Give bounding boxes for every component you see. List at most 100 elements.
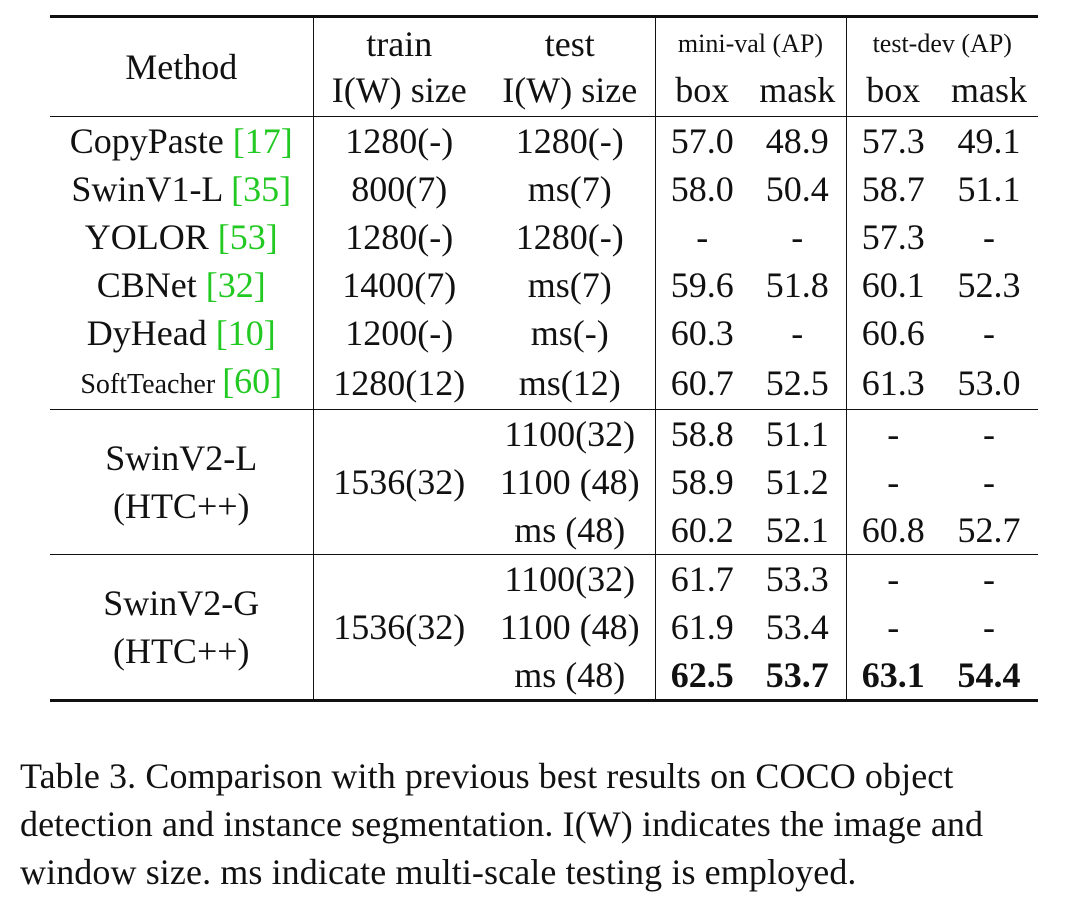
caption-line-2: detection and instance segmentation. I(W… bbox=[20, 804, 984, 844]
test-size: 1100 (48) bbox=[499, 607, 640, 647]
minival-box: 58.9 bbox=[654, 458, 749, 506]
citation-link[interactable]: [53] bbox=[217, 217, 278, 257]
method-name: YOLOR [53] bbox=[50, 213, 314, 261]
minival-mask: 53.3 bbox=[749, 554, 846, 603]
testdev-box: - bbox=[845, 554, 940, 603]
test-size: ms (48) bbox=[514, 655, 626, 695]
method-name: CBNet [32] bbox=[50, 261, 314, 309]
test-size: 1100(32) bbox=[485, 554, 655, 603]
minival-mask: 52.5 bbox=[765, 363, 829, 403]
group-method-name: SwinV2-G (HTC++) bbox=[50, 554, 314, 701]
testdev-box: - bbox=[845, 603, 940, 651]
minival-mask: 51.1 bbox=[749, 409, 846, 458]
testdev-box: 58.7 bbox=[845, 165, 940, 213]
test-size: ms(-) bbox=[530, 313, 609, 353]
minival-mask: 51.2 bbox=[765, 462, 829, 502]
method-name: DyHead [10] bbox=[50, 309, 314, 357]
minival-box: 58.8 bbox=[654, 409, 749, 458]
minival-mask: 52.1 bbox=[765, 510, 829, 550]
table-row: ms (48) 62.5 53.7 63.1 54.4 bbox=[50, 651, 1038, 701]
testdev-mask: - bbox=[940, 409, 1039, 458]
testdev-box: - bbox=[845, 458, 940, 506]
test-size: ms (48) bbox=[514, 510, 626, 550]
testdev-mask: 52.7 bbox=[957, 510, 1021, 550]
method-name: SwinV1-L [35] bbox=[50, 165, 314, 213]
caption-line-3: window size. ms indicate multi-scale tes… bbox=[20, 852, 857, 892]
table-row: 1100 (48) 58.9 51.2 - - bbox=[50, 458, 1038, 506]
test-size: ms(12) bbox=[518, 363, 621, 403]
table-row: YOLOR [53] 1280(-) 1280(-) - - 57.3 - bbox=[50, 213, 1038, 261]
header-train-bottom: I(W) size bbox=[331, 70, 467, 110]
testdev-mask-best: 54.4 bbox=[957, 655, 1021, 695]
results-table-container: Method train test mini-val (AP) test-dev… bbox=[50, 15, 1039, 702]
table-row: CBNet [32] 1400(7) ms(7) 59.6 51.8 60.1 … bbox=[50, 261, 1038, 309]
minival-mask-best: 53.7 bbox=[765, 655, 829, 695]
citation-link[interactable]: [60] bbox=[222, 361, 283, 401]
testdev-mask: 52.3 bbox=[957, 265, 1021, 305]
train-size: 1400(7) bbox=[342, 265, 457, 305]
header-minival: mini-val (AP) bbox=[654, 16, 846, 70]
testdev-box: - bbox=[845, 409, 940, 458]
method-name: SoftTeacher [60] bbox=[50, 357, 314, 410]
header-testdev: test-dev (AP) bbox=[845, 16, 1039, 70]
minival-box: 61.9 bbox=[654, 603, 749, 651]
minival-box-best: 62.5 bbox=[654, 651, 749, 701]
header-method: Method bbox=[50, 16, 314, 117]
test-size: ms(7) bbox=[527, 169, 612, 209]
minival-mask: 50.4 bbox=[765, 169, 829, 209]
group-name-line2: (HTC++) bbox=[112, 486, 250, 526]
header-minival-mask: mask bbox=[759, 70, 836, 110]
header-test-bottom: I(W) size bbox=[502, 70, 638, 110]
results-table: Method train test mini-val (AP) test-dev… bbox=[50, 15, 1039, 702]
minival-mask: - bbox=[791, 313, 804, 353]
train-size: 800(7) bbox=[351, 169, 448, 209]
minival-box: 61.7 bbox=[654, 554, 749, 603]
testdev-mask: - bbox=[940, 554, 1039, 603]
minival-mask: - bbox=[791, 217, 804, 257]
header-test-top: test bbox=[544, 24, 595, 64]
testdev-box-best: 63.1 bbox=[845, 651, 940, 701]
header-train-top: train bbox=[366, 24, 433, 64]
table-row: SwinV2-G (HTC++) 1536(32) 1100(32) 61.7 … bbox=[50, 554, 1039, 701]
table-caption: Table 3. Comparison with previous best r… bbox=[20, 752, 1068, 896]
header-testdev-mask: mask bbox=[951, 70, 1027, 110]
minival-box: - bbox=[654, 213, 749, 261]
testdev-mask: 49.1 bbox=[940, 116, 1039, 165]
citation-link[interactable]: [32] bbox=[205, 265, 266, 305]
test-size: ms(7) bbox=[527, 265, 612, 305]
testdev-box: 57.3 bbox=[845, 116, 940, 165]
method-name: CopyPaste [17] bbox=[50, 116, 314, 165]
header-row-2: I(W) size I(W) size box mask box mask bbox=[50, 70, 1038, 117]
citation-link[interactable]: [10] bbox=[215, 313, 276, 353]
test-size: 1100 (48) bbox=[499, 462, 640, 502]
citation-link[interactable]: [35] bbox=[231, 169, 292, 209]
testdev-mask: 51.1 bbox=[957, 169, 1021, 209]
group-name-line1: SwinV2-L bbox=[105, 438, 258, 478]
group-train-size: 1536(32) bbox=[313, 554, 485, 701]
train-size: 1200(-) bbox=[345, 313, 454, 353]
table-row: 1100 (48) 61.9 53.4 - - bbox=[50, 603, 1038, 651]
testdev-box: 60.1 bbox=[845, 261, 940, 309]
minival-mask: 51.8 bbox=[765, 265, 829, 305]
testdev-mask: - bbox=[983, 607, 995, 647]
test-size: 1280(-) bbox=[515, 217, 624, 257]
citation-link[interactable]: [17] bbox=[232, 121, 293, 161]
minival-box: 60.7 bbox=[654, 357, 749, 410]
train-size: 1280(-) bbox=[345, 217, 454, 257]
testdev-box: 60.8 bbox=[845, 506, 940, 555]
group-train-size: 1536(32) bbox=[313, 409, 485, 555]
testdev-box: 61.3 bbox=[845, 357, 940, 410]
train-size: 1280(-) bbox=[313, 116, 485, 165]
minival-box: 60.2 bbox=[654, 506, 749, 555]
header-minival-box: box bbox=[654, 70, 749, 117]
testdev-mask: - bbox=[983, 462, 995, 502]
minival-box: 58.0 bbox=[654, 165, 749, 213]
testdev-box: 57.3 bbox=[845, 213, 940, 261]
minival-mask: 53.4 bbox=[765, 607, 829, 647]
minival-box: 60.3 bbox=[654, 309, 749, 357]
table-row: SwinV2-L (HTC++) 1536(32) 1100(32) 58.8 … bbox=[50, 409, 1039, 555]
group-method-name: SwinV2-L (HTC++) bbox=[50, 409, 314, 555]
testdev-mask: - bbox=[983, 313, 995, 353]
test-size: 1280(-) bbox=[485, 116, 655, 165]
testdev-box: 60.6 bbox=[845, 309, 940, 357]
